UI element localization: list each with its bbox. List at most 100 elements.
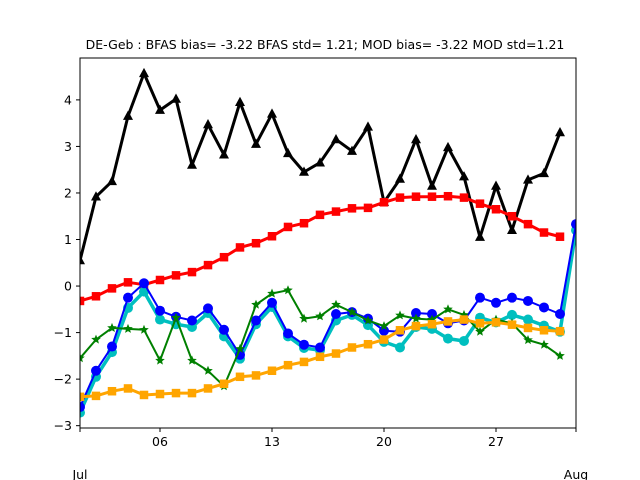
series-1-point — [395, 173, 405, 183]
series-4-point — [283, 328, 293, 339]
series-5-point — [80, 353, 85, 363]
series-6-point — [283, 360, 293, 370]
series-2-point — [331, 207, 341, 216]
series-3-point — [459, 335, 469, 346]
series-2-point — [523, 219, 533, 229]
series-5-point — [315, 311, 325, 321]
series-1-point — [139, 67, 149, 78]
series-2-point — [459, 193, 469, 202]
series-4-point — [251, 315, 261, 326]
series-4-point — [571, 219, 576, 230]
series-2-point — [171, 271, 181, 280]
series-4-point — [379, 325, 389, 336]
series-6-point — [475, 319, 485, 328]
y-tick-label: −2 — [54, 372, 72, 387]
series-1-point — [107, 175, 117, 186]
series-1-point — [555, 126, 565, 137]
series-5-point — [139, 324, 149, 334]
series-1-point — [283, 147, 293, 158]
series-1-point — [91, 191, 101, 201]
series-1-point — [80, 254, 85, 265]
series-2-point — [267, 232, 277, 241]
series-6-point — [155, 389, 165, 399]
series-2-point — [123, 278, 133, 287]
series-6-point — [427, 319, 437, 329]
series-4-point — [507, 292, 517, 303]
series-2-point — [315, 210, 325, 220]
series-4-point — [107, 341, 117, 352]
axes-layer: −3 −2 −1 0 1 2 3 4 06 13 20 27 Jul Aug — [54, 92, 589, 480]
series-2-point — [219, 252, 229, 262]
series-5-point — [203, 365, 213, 375]
series-6-point — [411, 321, 421, 331]
series-2-point — [507, 211, 517, 221]
series-1-point — [299, 166, 309, 176]
series-1-point — [443, 141, 453, 152]
series-4-point — [427, 308, 437, 319]
series-5-point — [171, 312, 181, 322]
series-4 — [80, 219, 576, 413]
series-2-point — [235, 243, 245, 252]
series-4-point — [91, 365, 101, 376]
series-2-point — [299, 218, 309, 228]
series-6-point — [315, 352, 325, 362]
series-5-point — [267, 288, 277, 298]
series-5-point — [539, 339, 549, 349]
series-4-point — [203, 303, 213, 314]
series-1-point — [219, 149, 229, 159]
x-tick-label: 20 — [376, 434, 392, 449]
y-tick-label: 3 — [64, 139, 72, 154]
series-6-point — [235, 372, 245, 382]
series-5-point — [299, 313, 309, 323]
series-6-point — [251, 371, 261, 380]
series-1-point — [523, 174, 533, 184]
series-1-point — [315, 157, 325, 167]
series-4-point — [80, 402, 85, 413]
series-2-point — [155, 275, 165, 285]
series-6-point — [331, 349, 341, 358]
series-5-point — [155, 355, 165, 365]
x-month-label: Jul — [71, 467, 87, 480]
series-6-point — [379, 335, 389, 344]
series-1-point — [203, 119, 213, 129]
series-5-point — [235, 343, 245, 353]
series-6-point — [203, 384, 213, 393]
series-2-point — [475, 199, 485, 208]
series-4-point — [187, 315, 197, 326]
series-2-point — [203, 260, 213, 270]
series-1-point — [475, 231, 485, 241]
series-2-point — [491, 205, 501, 214]
series-1-point — [507, 224, 517, 234]
series-2-point — [379, 198, 389, 207]
series-2-point — [539, 228, 549, 237]
series-3-point — [507, 309, 517, 320]
series-6-point — [299, 357, 309, 367]
y-tick-label: 1 — [64, 232, 72, 247]
plot-frame — [79, 57, 577, 429]
series-4-point — [139, 278, 149, 289]
series-2-point — [411, 192, 421, 201]
series-4-point — [331, 308, 341, 319]
series-6-point — [443, 317, 453, 326]
series-6-point — [459, 315, 469, 324]
series-5-point — [475, 326, 485, 336]
series-4-point — [267, 297, 277, 308]
series-6-point — [107, 386, 117, 396]
series-4-point — [523, 295, 533, 306]
series-6-point — [267, 366, 277, 376]
series-2 — [80, 191, 565, 306]
series-6-point — [539, 326, 549, 335]
series-2-point — [347, 204, 357, 213]
series-2-point — [363, 203, 373, 213]
series-5-point — [443, 304, 453, 314]
series-5-point — [523, 335, 533, 345]
series-2-point — [187, 267, 197, 277]
series-1-point — [251, 138, 261, 148]
series-6-point — [507, 320, 517, 329]
series-1-point — [363, 121, 373, 131]
x-month-label: Aug — [564, 467, 588, 480]
series-2-point — [91, 292, 101, 301]
series-1-point — [123, 110, 133, 120]
x-tick-label: 06 — [152, 434, 168, 449]
